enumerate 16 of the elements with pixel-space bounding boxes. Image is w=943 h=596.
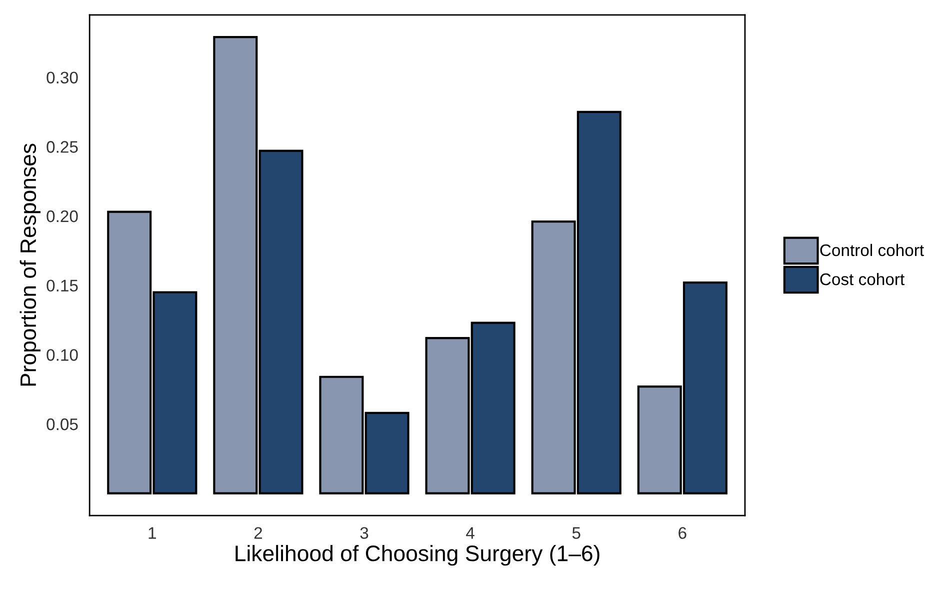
x-tick-label: 5 [572,527,580,539]
y-tick-label: 0.15 [46,280,78,292]
x-tick-label: 3 [360,527,368,539]
x-tick-label: 6 [678,527,686,539]
x-axis-title: Likelihood of Choosing Surgery (1–6) [236,544,600,566]
x-tick-label: 1 [148,527,156,539]
x-tick-label: 4 [466,527,474,539]
y-tick-label: 0.30 [46,72,78,84]
legend-label: Control cohort [820,244,924,256]
y-tick-label: 0.05 [46,418,78,430]
y-tick-label: 0.10 [46,349,78,361]
legend-label: Cost cohort [820,272,905,286]
x-tick-label: 2 [254,527,262,539]
y-tick-label: 0.20 [46,210,78,222]
y-tick-label: 0.25 [46,141,78,153]
y-axis-title: Proportion of Responses [20,144,40,386]
